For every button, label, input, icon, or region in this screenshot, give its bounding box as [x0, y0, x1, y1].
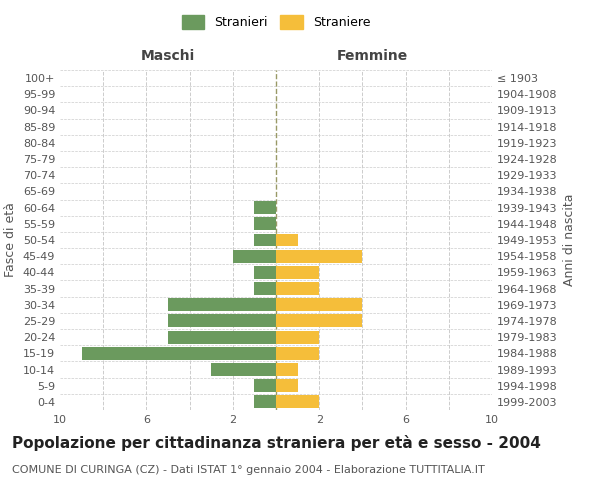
Y-axis label: Anni di nascita: Anni di nascita: [563, 194, 576, 286]
Bar: [276, 250, 362, 262]
Bar: [211, 363, 276, 376]
Bar: [254, 218, 276, 230]
Text: Femmine: Femmine: [337, 48, 407, 62]
Bar: [254, 201, 276, 214]
Bar: [254, 234, 276, 246]
Bar: [82, 347, 276, 360]
Legend: Stranieri, Straniere: Stranieri, Straniere: [178, 11, 374, 33]
Bar: [276, 234, 298, 246]
Bar: [276, 282, 319, 295]
Bar: [276, 298, 362, 311]
Bar: [276, 266, 319, 279]
Bar: [254, 396, 276, 408]
Bar: [276, 363, 298, 376]
Text: Maschi: Maschi: [141, 48, 195, 62]
Bar: [276, 347, 319, 360]
Bar: [254, 282, 276, 295]
Text: Popolazione per cittadinanza straniera per età e sesso - 2004: Popolazione per cittadinanza straniera p…: [12, 435, 541, 451]
Bar: [233, 250, 276, 262]
Bar: [254, 266, 276, 279]
Bar: [168, 330, 276, 344]
Bar: [276, 330, 319, 344]
Bar: [254, 379, 276, 392]
Bar: [276, 314, 362, 328]
Y-axis label: Fasce di età: Fasce di età: [4, 202, 17, 278]
Bar: [168, 314, 276, 328]
Text: COMUNE DI CURINGA (CZ) - Dati ISTAT 1° gennaio 2004 - Elaborazione TUTTITALIA.IT: COMUNE DI CURINGA (CZ) - Dati ISTAT 1° g…: [12, 465, 485, 475]
Bar: [276, 379, 298, 392]
Bar: [276, 396, 319, 408]
Bar: [168, 298, 276, 311]
